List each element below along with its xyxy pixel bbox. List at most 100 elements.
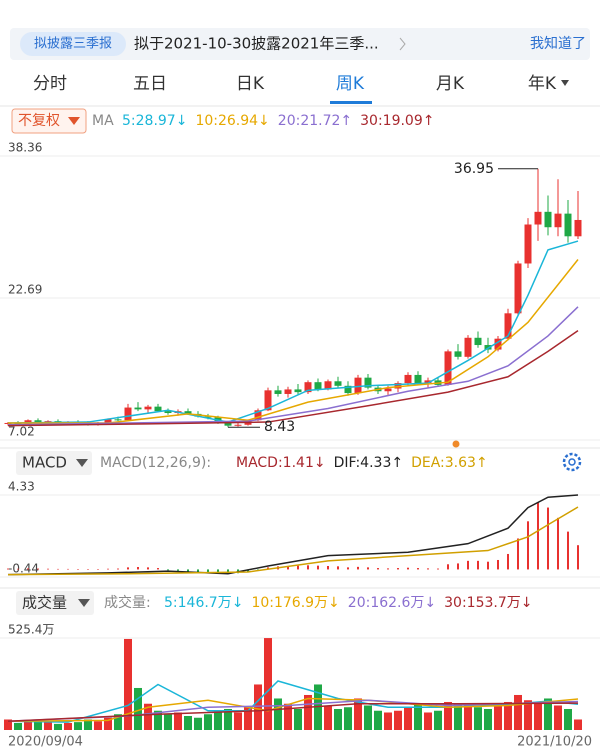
ma-line — [7, 494, 579, 576]
notice-dismiss[interactable]: 我知道了 — [530, 35, 586, 52]
macd-bar — [367, 567, 369, 570]
macd-bar — [307, 565, 309, 570]
tab[interactable]: 五日 — [133, 74, 167, 94]
notice-tag: 拟披露三季报 — [34, 37, 112, 52]
chevron — [399, 37, 406, 51]
volume-bar — [204, 714, 212, 730]
volume-bar — [454, 703, 462, 730]
macd-bar — [357, 566, 359, 570]
macd-bar — [427, 568, 429, 570]
tab[interactable]: 日K — [236, 74, 265, 94]
volume-bar — [184, 715, 192, 730]
macd-bar — [297, 565, 299, 570]
macd-bar — [17, 568, 19, 570]
dropdown-arrow — [68, 117, 80, 125]
volume-prefix: 成交量: — [104, 594, 151, 611]
candle-body — [494, 338, 502, 350]
volume-bar — [114, 714, 122, 730]
macd-bar — [397, 568, 399, 570]
volume-bar — [14, 722, 22, 730]
candle-body — [394, 383, 402, 389]
volume-bar — [224, 708, 232, 730]
macd-bar — [417, 568, 419, 570]
candle-body — [474, 337, 482, 346]
candle-body — [334, 381, 342, 386]
notice-tag-bg — [20, 32, 126, 56]
volume-bar — [84, 719, 92, 730]
volume-bar — [294, 708, 302, 730]
y-tick-label: 525.4万 — [8, 623, 54, 637]
volume-bar — [104, 717, 112, 730]
candle-body — [344, 385, 352, 394]
notice-text[interactable]: 拟于2021-10-30披露2021年三季... — [134, 35, 379, 53]
event-dot — [452, 440, 460, 448]
volume-bar — [374, 710, 382, 730]
macd-bar — [567, 531, 569, 570]
ma-line — [7, 240, 579, 424]
tab[interactable]: 月K — [436, 74, 465, 94]
min-label: 8.43 — [264, 419, 295, 435]
adjust-button[interactable] — [11, 108, 87, 134]
volume-bar — [254, 684, 262, 730]
candle-body — [504, 313, 512, 339]
macd-bar — [577, 545, 579, 570]
candle-body — [414, 374, 422, 384]
macd-bar — [27, 568, 29, 570]
volume-bar — [194, 717, 202, 730]
candle-body — [324, 381, 332, 390]
volume-bar — [94, 721, 102, 730]
candle-body — [294, 389, 302, 393]
macd-bar — [217, 569, 219, 574]
settings-icon[interactable] — [562, 452, 582, 472]
indicator-button[interactable] — [16, 591, 94, 615]
candle-body — [464, 337, 472, 357]
volume-bar — [34, 721, 42, 730]
volume-bar — [124, 638, 132, 730]
volume-bar — [284, 703, 292, 730]
macd-bar — [127, 567, 129, 570]
notice-bar[interactable] — [10, 28, 590, 60]
macd-bar — [77, 569, 79, 570]
volume-bar — [464, 705, 472, 730]
macd-bar — [67, 568, 69, 570]
indicator-button[interactable] — [16, 451, 92, 475]
legend-entry: 20:21.72↑ — [278, 113, 352, 129]
macd-bar — [167, 569, 169, 571]
max-label: 36.95 — [454, 161, 494, 177]
tab[interactable]: 周K — [336, 74, 365, 94]
ma-line — [7, 697, 579, 722]
volume-button[interactable]: 成交量 — [22, 594, 67, 612]
tab[interactable]: 分时 — [33, 74, 67, 94]
volume-bar — [444, 701, 452, 730]
volume-bar — [54, 723, 62, 730]
macd-bar — [537, 502, 539, 570]
macd-bar — [387, 568, 389, 570]
candle-body — [234, 424, 242, 426]
candle-body — [164, 411, 172, 413]
y-tick-label: 22.69 — [8, 283, 42, 297]
ma-line — [7, 702, 579, 722]
candle-body — [124, 407, 132, 421]
volume-bar — [4, 719, 12, 730]
volume-bar — [434, 710, 442, 730]
macd-bar — [517, 538, 519, 570]
candle-body — [254, 410, 262, 421]
candle-body — [34, 420, 42, 423]
dropdown-arrow — [78, 599, 90, 607]
adjust-label[interactable]: 不复权 — [18, 112, 60, 129]
macd-bar — [457, 563, 459, 570]
y-tick-label: 7.02 — [8, 425, 35, 439]
candle-body — [514, 263, 522, 314]
volume-bar — [414, 703, 422, 730]
candle-body — [134, 407, 142, 410]
volume-bar — [144, 703, 152, 730]
legend-entry: 10:26.94↓ — [195, 113, 269, 129]
candle-body — [354, 377, 362, 394]
volume-bar — [474, 707, 482, 730]
macd-button[interactable]: MACD — [22, 454, 67, 472]
candle-body — [404, 374, 412, 384]
candle-body — [554, 213, 562, 228]
tab[interactable]: 年K — [528, 74, 557, 94]
candle-body — [224, 422, 232, 426]
volume-bar — [304, 694, 312, 730]
